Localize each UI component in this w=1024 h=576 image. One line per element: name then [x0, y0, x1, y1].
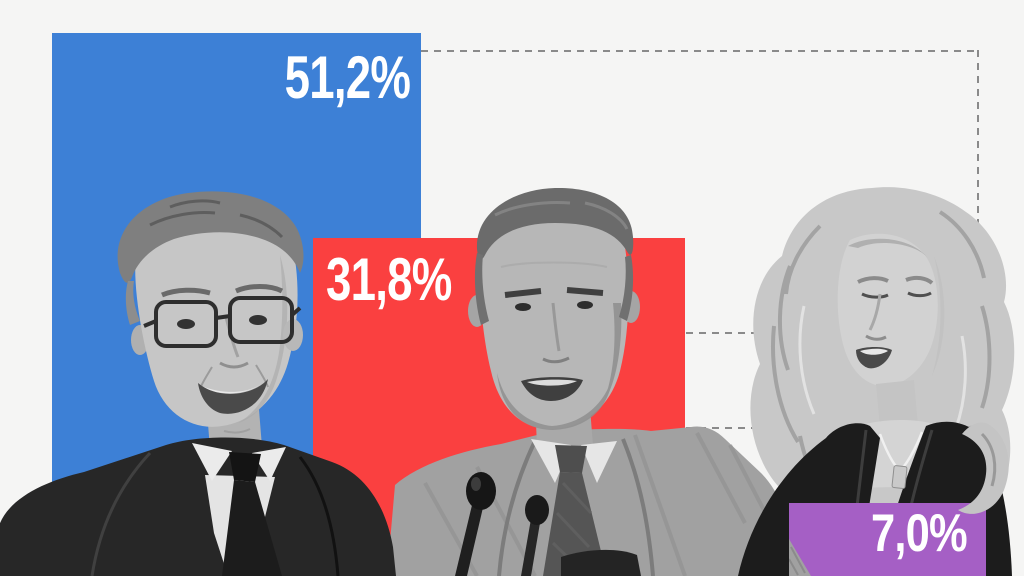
purple-bar: [789, 503, 986, 576]
suit-shoulder-overlay: [789, 539, 811, 576]
portrait-photo-left: [0, 191, 396, 576]
tie: [222, 480, 282, 576]
face: [468, 195, 640, 430]
face: [837, 233, 945, 387]
microphones: [455, 472, 641, 576]
neck: [876, 380, 918, 428]
suit: [387, 426, 796, 576]
collar-and-tie: [531, 439, 617, 576]
hair-strand-overlay: [958, 422, 1009, 514]
glasses: [143, 296, 302, 348]
hair: [117, 191, 304, 325]
red-bar-value-label: 31,8%: [326, 246, 452, 313]
blue-bar-value-label: 51,2%: [284, 44, 410, 111]
hair: [474, 187, 634, 325]
guide-dash-top-horizontal: [421, 50, 978, 52]
necklace: [878, 431, 924, 489]
purple-bar-value-label: 7,0%: [871, 504, 968, 563]
portrait-photo-center: [387, 187, 796, 576]
tie: [229, 452, 261, 482]
suit: [0, 437, 396, 576]
